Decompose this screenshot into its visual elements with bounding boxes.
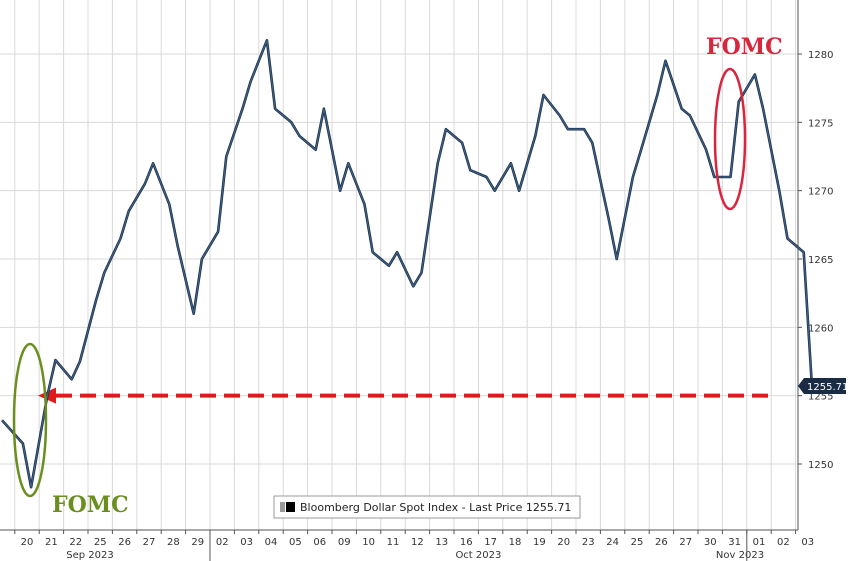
x-axis-ticks: 20 21 22 25 26 27 28 29 02 03 04 05 06 09 10 11 12 13 16 17… xyxy=(14,530,814,548)
x-tick-label: 18 xyxy=(509,537,522,548)
x-tick-label: 26 xyxy=(655,537,668,548)
x-tick-label: 03 xyxy=(801,537,814,548)
legend-label: Bloomberg Dollar Spot Index - Last Price… xyxy=(300,501,571,514)
x-tick-label: 28 xyxy=(167,537,180,548)
month-labels: Sep 2023 Oct 2023 Nov 2023 xyxy=(66,530,764,561)
x-tick-label: 25 xyxy=(94,537,107,548)
x-tick-label: 27 xyxy=(679,537,692,548)
x-tick-label: 20 xyxy=(557,537,570,548)
x-tick-label: 01 xyxy=(753,537,766,548)
legend-box xyxy=(273,495,581,519)
x-tick-label: 03 xyxy=(240,537,253,548)
plot-background xyxy=(0,0,798,530)
y-axis-ticks: 1250 1255 1260 1265 1270 1275 1280 xyxy=(798,50,833,471)
x-tick-label: 06 xyxy=(313,537,326,548)
x-tick-label: 24 xyxy=(606,537,619,548)
x-tick-label: 22 xyxy=(69,537,82,548)
legend: Bloomberg Dollar Spot Index - Last Price… xyxy=(273,495,581,519)
y-tick-label: 1275 xyxy=(808,118,833,129)
last-price-label: 1255.71 xyxy=(807,382,848,393)
x-tick-label: 11 xyxy=(387,537,400,548)
x-tick-label: 21 xyxy=(45,537,58,548)
fomc-sep-label: FOMC xyxy=(52,492,129,518)
month-label: Nov 2023 xyxy=(716,550,764,561)
x-tick-label: 29 xyxy=(191,537,204,548)
x-tick-label: 05 xyxy=(289,537,302,548)
fomc-nov-ellipse xyxy=(713,67,747,211)
y-tick-label: 1250 xyxy=(808,460,833,471)
y-tick-label: 1255 xyxy=(808,392,833,403)
x-tick-label: 19 xyxy=(533,537,546,548)
x-tick-label: 02 xyxy=(216,537,229,548)
x-tick-label: 16 xyxy=(460,537,473,548)
vertical-gridlines xyxy=(14,0,797,530)
x-tick-label: 04 xyxy=(265,537,278,548)
x-tick-label: 17 xyxy=(484,537,497,548)
x-tick-label: 27 xyxy=(143,537,156,548)
series-line xyxy=(1,39,813,488)
x-tick-label: 10 xyxy=(362,537,375,548)
x-tick-label: 09 xyxy=(338,537,351,548)
x-tick-label: 26 xyxy=(118,537,131,548)
x-tick-label: 20 xyxy=(21,537,34,548)
legend-swatch-dark xyxy=(286,502,295,512)
x-tick-label: 12 xyxy=(411,537,424,548)
y-tick-label: 1260 xyxy=(808,323,833,334)
month-label: Oct 2023 xyxy=(455,550,501,561)
last-price-tag: 1255.71 xyxy=(798,377,848,394)
y-tick-label: 1280 xyxy=(808,50,833,61)
y-tick-label: 1270 xyxy=(808,187,833,198)
month-label: Sep 2023 xyxy=(66,550,113,561)
legend-swatch-light xyxy=(280,502,285,512)
last-price-box xyxy=(798,377,846,394)
y-tick-label: 1265 xyxy=(808,255,833,266)
x-tick-label: 30 xyxy=(704,537,717,548)
x-tick-label: 23 xyxy=(582,537,595,548)
fomc-sep-ellipse xyxy=(12,342,48,498)
x-tick-label: 31 xyxy=(728,537,741,548)
x-tick-label: 02 xyxy=(777,537,790,548)
fomc-nov-label: FOMC xyxy=(706,34,783,60)
x-tick-label: 13 xyxy=(435,537,448,548)
x-tick-label: 25 xyxy=(631,537,644,548)
